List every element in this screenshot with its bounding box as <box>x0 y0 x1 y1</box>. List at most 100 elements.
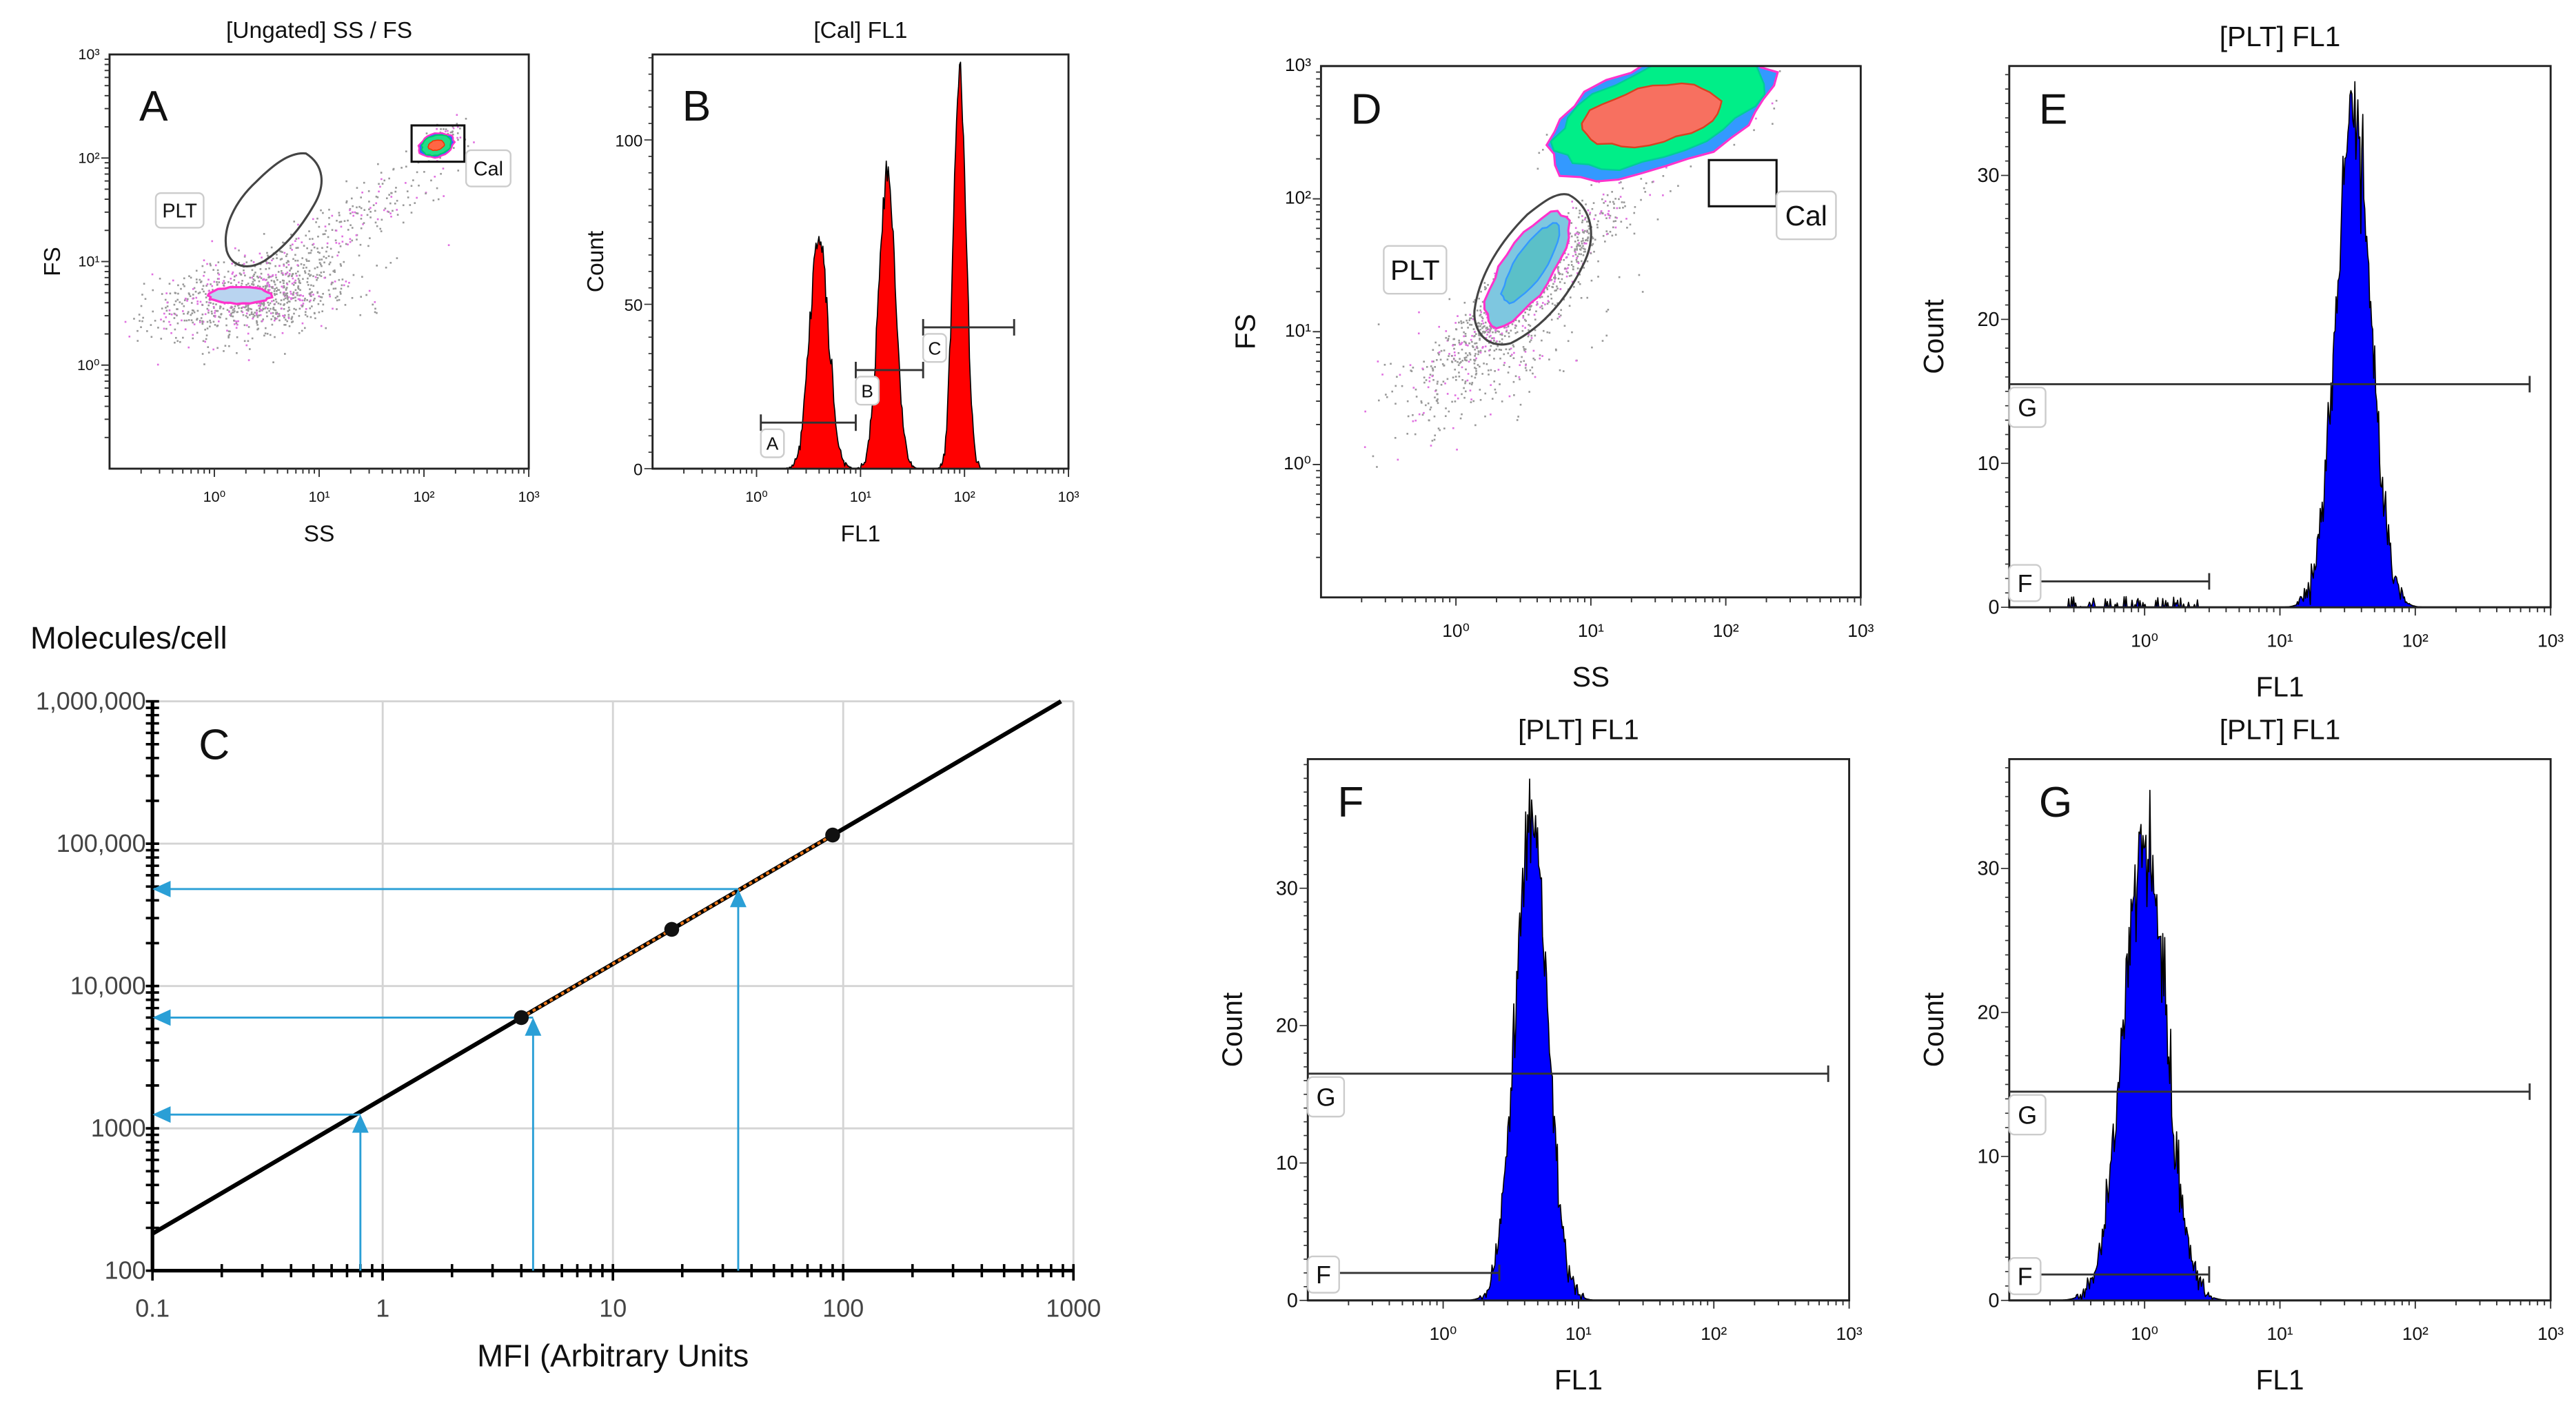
x-tick-label: 1000 <box>1046 1294 1101 1323</box>
event-dot <box>245 261 248 263</box>
event-dot <box>1464 335 1467 337</box>
event-dot <box>1773 108 1776 110</box>
event-dot <box>1605 217 1608 219</box>
event-dot <box>1377 399 1380 402</box>
event-dot <box>269 334 272 336</box>
event-dot <box>1510 355 1512 357</box>
event-dot <box>1591 244 1593 246</box>
event-dot <box>314 312 316 315</box>
event-dot <box>1465 356 1468 358</box>
event-dot <box>1479 314 1481 317</box>
event-dot <box>270 276 272 278</box>
event-dot <box>1511 323 1514 325</box>
panel-letter: C <box>199 721 230 768</box>
event-dot <box>1574 234 1576 236</box>
event-dot <box>1486 326 1488 329</box>
event-dot <box>133 318 135 320</box>
event-dot <box>261 256 263 258</box>
event-dot <box>285 266 288 269</box>
event-dot <box>1574 227 1577 230</box>
event-dot <box>301 299 304 302</box>
gate-label-b: B <box>855 376 880 406</box>
event-dot <box>1512 345 1515 348</box>
event-dot <box>197 292 200 294</box>
event-dot <box>188 275 190 278</box>
event-dot <box>216 284 219 286</box>
event-dot <box>259 304 262 306</box>
gate-label-f: F <box>1307 1255 1340 1294</box>
event-dot <box>328 216 330 219</box>
event-dot <box>141 294 143 296</box>
event-dot <box>1490 345 1492 347</box>
event-dot <box>1548 358 1550 360</box>
event-dot <box>410 212 413 214</box>
event-dot <box>1528 314 1530 316</box>
event-dot <box>1468 342 1470 345</box>
event-dot <box>255 313 258 316</box>
event-dot <box>173 303 176 306</box>
event-dot <box>459 128 461 130</box>
event-dot <box>272 315 274 318</box>
event-dot <box>192 309 194 312</box>
event-dot <box>1530 305 1532 308</box>
event-dot <box>1427 386 1430 389</box>
event-dot <box>1477 353 1479 356</box>
event-dot <box>380 230 383 232</box>
event-dot <box>1481 320 1483 322</box>
event-dot <box>285 288 287 290</box>
event-dot <box>212 320 215 323</box>
event-dot <box>199 281 202 283</box>
event-dot <box>1581 215 1583 217</box>
event-dot <box>1469 389 1472 391</box>
event-dot <box>251 276 253 279</box>
event-dot <box>338 214 341 216</box>
event-dot <box>1589 212 1592 214</box>
event-dot <box>284 324 287 326</box>
event-dot <box>1481 373 1483 375</box>
plot-frame <box>651 53 1070 470</box>
event-dot <box>256 309 258 312</box>
event-dot <box>291 316 294 318</box>
event-dot <box>1534 329 1537 332</box>
event-dot <box>1505 348 1508 351</box>
event-dot <box>284 294 287 297</box>
event-dot <box>1577 233 1580 236</box>
event-dot <box>317 251 319 254</box>
event-dot <box>322 293 324 295</box>
event-dot <box>317 235 319 238</box>
event-dot <box>196 332 199 334</box>
event-dot <box>1483 312 1485 314</box>
event-dot <box>456 136 458 139</box>
event-dot <box>1531 366 1534 369</box>
event-dot <box>286 301 288 304</box>
event-dot <box>1541 307 1543 309</box>
event-dot <box>358 254 361 257</box>
event-dot <box>410 185 413 187</box>
event-dot <box>1604 214 1607 216</box>
event-dot <box>351 239 354 242</box>
event-dot <box>225 324 227 327</box>
gate-label: F <box>1316 1261 1331 1289</box>
event-dot <box>338 212 341 214</box>
event-dot <box>186 312 189 315</box>
event-dot <box>340 225 343 228</box>
event-dot <box>331 214 334 217</box>
event-dot <box>1568 264 1570 266</box>
event-dot <box>230 312 232 315</box>
event-dot <box>249 348 251 350</box>
event-dot <box>306 299 308 301</box>
event-dot <box>1507 324 1510 327</box>
event-dot <box>1493 340 1495 342</box>
event-dot <box>1454 354 1457 356</box>
event-dot <box>271 286 273 289</box>
event-dot <box>392 167 395 170</box>
event-dot <box>257 276 260 279</box>
event-dot <box>297 287 299 289</box>
event-dot <box>1514 332 1517 334</box>
event-dot <box>1551 285 1554 288</box>
event-dot <box>1516 331 1519 334</box>
event-dot <box>268 289 271 291</box>
event-dot <box>295 247 298 249</box>
event-dot <box>196 309 199 312</box>
